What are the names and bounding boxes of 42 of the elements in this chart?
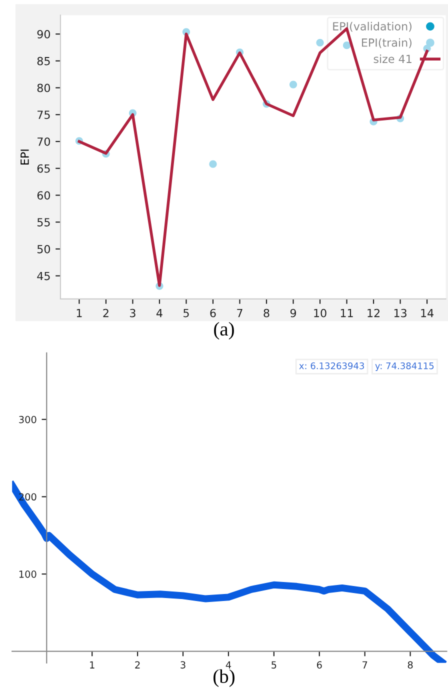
y-tick-label: 60 xyxy=(37,191,50,200)
x-tick-label: 5 xyxy=(184,309,189,318)
y-tick-label: 85 xyxy=(37,56,50,66)
y-tick-label: 300 xyxy=(19,416,36,424)
x-tick-label: 13 xyxy=(394,308,406,318)
x-tick-label: 3 xyxy=(180,661,186,669)
x-tick-label: 4 xyxy=(156,309,162,318)
x-tick-label: 1 xyxy=(90,661,94,668)
x-tick-label: 8 xyxy=(264,308,270,318)
x-tick-label: 4 xyxy=(226,661,232,668)
y-tick-label: 55 xyxy=(37,218,50,226)
legend-label: EPI(validation) xyxy=(333,22,412,32)
y-tick-label: 80 xyxy=(37,84,50,92)
x-tick-label: 9 xyxy=(290,308,296,318)
x-tick-label: 2 xyxy=(103,308,108,318)
x-tick-label: 1 xyxy=(76,309,82,318)
x-tick-label: 7 xyxy=(362,661,368,668)
x-tick-label: 7 xyxy=(237,309,242,318)
y-tick-label: 75 xyxy=(38,110,50,120)
x-tick-label: 6 xyxy=(210,308,216,318)
x-tick-label: 11 xyxy=(340,309,353,318)
x-tick-label: 6 xyxy=(316,661,322,669)
y-tick-label: 50 xyxy=(37,244,50,254)
x-tick-label: 12 xyxy=(368,308,380,318)
y-tick-label: 45 xyxy=(37,272,50,280)
text: (a) xyxy=(214,322,234,340)
annotation: y: 74.384115 xyxy=(375,362,434,371)
y-tick-label: 70 xyxy=(38,137,50,146)
y-tick-label: 100 xyxy=(19,570,36,578)
y-tick-label: 90 xyxy=(37,30,50,38)
legend-label: size 41 xyxy=(374,54,412,64)
x-tick-label: 2 xyxy=(135,661,140,668)
x-tick-label: 10 xyxy=(314,308,326,318)
annotation: x: 6.13263943 xyxy=(299,362,364,370)
x-tick-label: 14 xyxy=(421,309,434,318)
y-axis-title: EPI xyxy=(20,150,29,164)
x-tick-label: 5 xyxy=(272,661,276,669)
y-tick-label: 65 xyxy=(37,164,50,173)
text: (b) xyxy=(214,669,234,687)
x-tick-label: 8 xyxy=(408,661,413,669)
legend-label: EPI(train) xyxy=(362,38,412,48)
x-tick-label: 3 xyxy=(130,308,136,318)
